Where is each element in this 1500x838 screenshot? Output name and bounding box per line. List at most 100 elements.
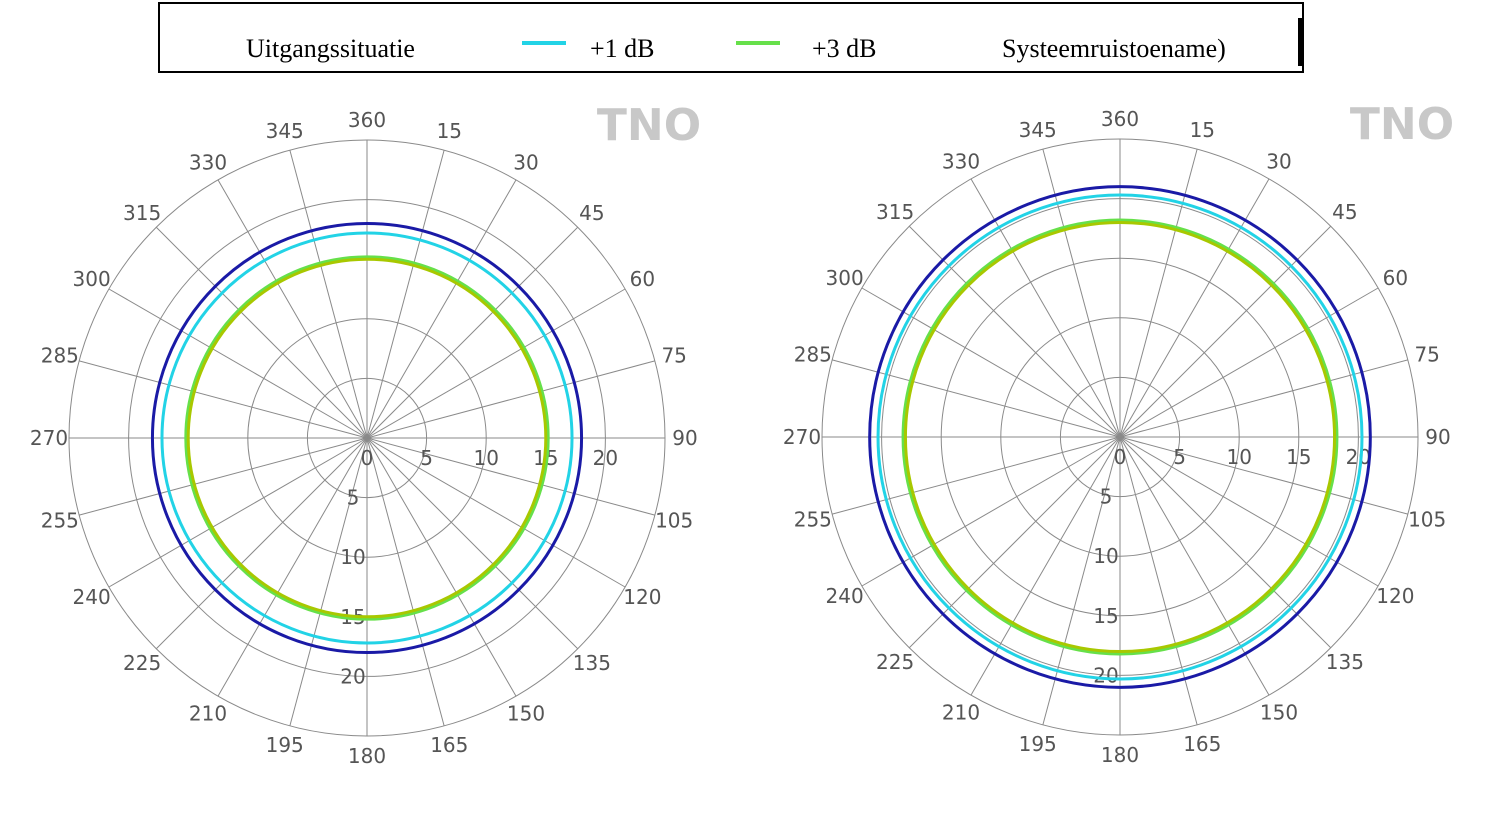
chart1-angle-label: 300 [73, 267, 111, 291]
chart1-angle-label: 360 [348, 108, 386, 132]
chart1-angle-label: 240 [73, 585, 111, 609]
chart2-angle-label: 345 [1019, 118, 1057, 142]
chart2-spoke [1119, 436, 1198, 725]
chart1-spoke [108, 288, 368, 439]
chart1-angle-label: 135 [573, 651, 611, 675]
chart2-spoke [908, 436, 1121, 649]
chart2-angle-label: 135 [1326, 650, 1364, 674]
chart1-angle-label: 150 [507, 701, 545, 725]
chart2-angle-label: 30 [1266, 150, 1291, 174]
chart2-angle-label: 210 [942, 700, 980, 724]
legend-edge-mark [1298, 18, 1304, 66]
chart2-series-4 [903, 220, 1337, 654]
chart2-spoke [1042, 149, 1121, 438]
chart2-spoke [1119, 225, 1332, 438]
chart1-spoke [366, 226, 579, 439]
chart1-angle-label: 330 [189, 151, 227, 175]
chart2-spoke [1119, 359, 1408, 438]
chart1-angle-label: 105 [655, 508, 693, 532]
chart2-spoke [861, 287, 1121, 438]
chart2-angle-label: 120 [1376, 584, 1414, 608]
chart2-angle-label: 150 [1260, 700, 1298, 724]
chart1-angle-label: 15 [437, 119, 462, 143]
chart1-spoke [155, 437, 368, 650]
chart1-radial-tick-label: 0 [361, 446, 374, 470]
chart2-spoke [1119, 436, 1379, 587]
chart2-angle-label: 15 [1190, 118, 1215, 142]
chart2-spoke [861, 436, 1121, 587]
chart2-spoke [832, 359, 1121, 438]
chart2-series-3 [901, 218, 1339, 656]
chart2-spoke [908, 225, 1121, 438]
chart-legend: Uitgangssituatie +1 dB +3 dB Systeemruis… [158, 2, 1304, 73]
chart1-spoke [217, 437, 368, 697]
legend-swatch-plus3 [736, 41, 780, 45]
chart2-spoke [1119, 149, 1198, 438]
chart1-angle-label: 270 [30, 426, 68, 450]
chart1-radial-tick-label: 20 [340, 664, 365, 688]
chart1-spoke [366, 360, 655, 439]
chart1-spoke [79, 437, 368, 516]
chart2-angle-label: 315 [876, 200, 914, 224]
chart1-series-2 [160, 231, 574, 645]
chart1-spoke [366, 437, 655, 516]
chart1-angle-label: 345 [266, 119, 304, 143]
chart2-angle-label: 225 [876, 650, 914, 674]
chart1-radial-tick-label: 5 [347, 486, 360, 510]
chart2-angle-label: 60 [1383, 266, 1408, 290]
chart2-angle-label: 270 [783, 425, 821, 449]
chart2-series-1 [868, 185, 1372, 689]
chart1-spoke [366, 437, 579, 650]
chart1-spoke [366, 150, 445, 439]
chart2-watermark-logo: TNO [1350, 99, 1454, 150]
chart2-spoke [832, 436, 1121, 515]
chart1-watermark-logo: TNO [597, 100, 701, 151]
chart1-spoke [155, 226, 368, 439]
chart2-radial-tick-label: 15 [1093, 604, 1118, 628]
chart2-radial-tick-label: 5 [1173, 445, 1186, 469]
chart2-radial-tick-label: 0 [1114, 445, 1127, 469]
chart1-radial-tick-label: 10 [473, 446, 498, 470]
chart1-spoke [217, 179, 368, 439]
legend-label-baseline: Uitgangssituatie [246, 34, 415, 63]
chart1-angle-label: 285 [41, 344, 79, 368]
chart1-spoke [289, 150, 368, 439]
legend-label-plus1: +1 dB [590, 34, 655, 63]
chart1-series-4 [186, 257, 548, 619]
chart1-radial-tick-label: 20 [593, 446, 618, 470]
chart1-angle-label: 315 [123, 201, 161, 225]
chart2-spoke [1042, 436, 1121, 725]
chart2-angle-label: 165 [1183, 732, 1221, 756]
legend-swatch-plus1 [522, 41, 566, 45]
chart1-radial-tick-label: 5 [420, 446, 433, 470]
chart2-spoke [1119, 178, 1270, 438]
chart2-radial-tick-label: 20 [1093, 663, 1118, 687]
chart2-angle-label: 240 [826, 584, 864, 608]
chart1-angle-label: 45 [579, 201, 604, 225]
legend-label-plus3: +3 dB [812, 34, 877, 63]
chart1-angle-label: 60 [630, 267, 655, 291]
chart2-spoke [970, 178, 1121, 438]
chart1-spoke [79, 360, 368, 439]
chart2-radial-tick-label: 10 [1226, 445, 1251, 469]
chart1-spoke [289, 437, 368, 726]
chart1-spoke [366, 288, 626, 439]
chart1-spoke [366, 437, 445, 726]
chart1-angle-label: 120 [623, 585, 661, 609]
chart2-angle-label: 180 [1101, 743, 1139, 767]
chart1-angle-label: 90 [672, 426, 697, 450]
chart2-spoke [1119, 436, 1332, 649]
chart2-radial-tick-label: 5 [1100, 485, 1113, 509]
chart2-radial-tick-label: 10 [1093, 544, 1118, 568]
chart1-angle-label: 180 [348, 744, 386, 768]
chart2-angle-label: 300 [826, 266, 864, 290]
chart2-angle-label: 255 [794, 507, 832, 531]
chart1-radial-tick-label: 10 [340, 545, 365, 569]
chart2-spoke [1119, 436, 1408, 515]
chart2-angle-label: 75 [1414, 343, 1439, 367]
chart1-spoke [366, 179, 517, 439]
chart1-angle-label: 30 [513, 151, 538, 175]
chart2-angle-label: 330 [942, 150, 980, 174]
chart2-angle-label: 45 [1332, 200, 1357, 224]
